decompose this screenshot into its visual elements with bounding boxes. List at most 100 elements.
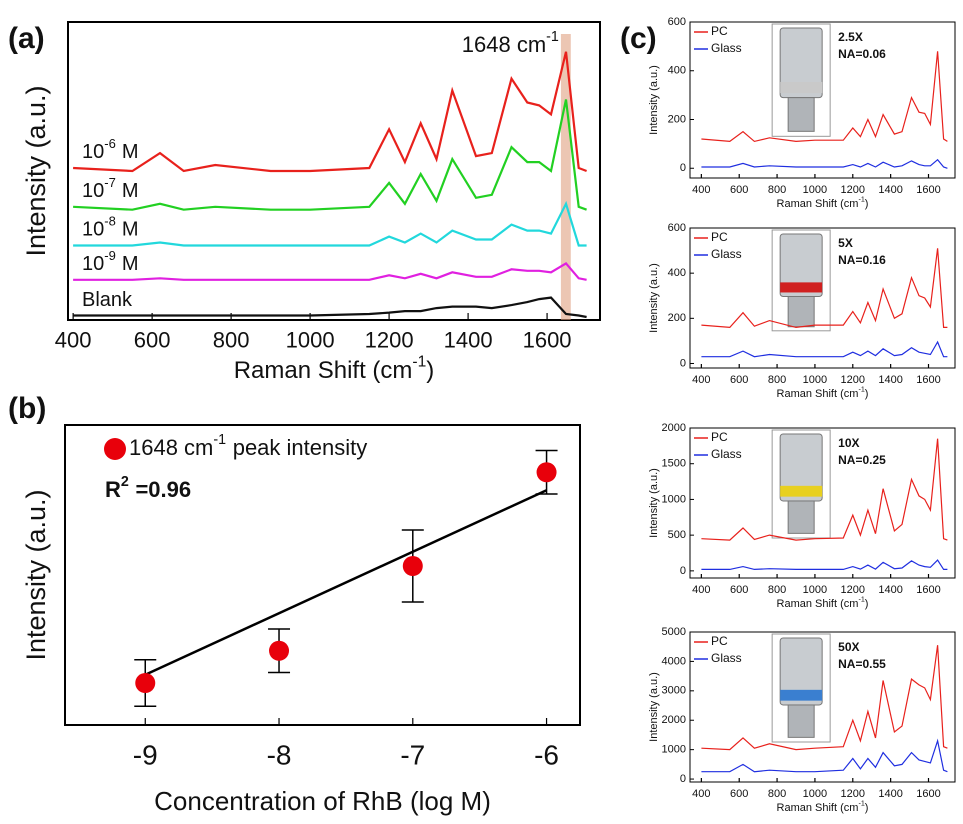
x-tick-label: 1200 <box>365 328 414 353</box>
x-axis-label: Raman Shift (cm-1) <box>777 195 869 209</box>
x-tick-label: 1400 <box>878 584 902 596</box>
series-label-part: 10 <box>82 253 104 275</box>
x-tick-label: 1000 <box>803 184 827 196</box>
x-axis-label-part: Raman Shift (cm <box>777 198 859 210</box>
x-tick-label: 400 <box>692 184 710 196</box>
objective-na: NA=0.25 <box>838 453 886 467</box>
peak-annotation-part: 1648 cm <box>462 32 546 57</box>
x-axis-label-part: -1 <box>858 799 864 807</box>
x-tick-label: 1000 <box>286 328 335 353</box>
series-label: Blank <box>82 289 133 311</box>
x-tick-label: 1200 <box>841 184 865 196</box>
x-axis-label-part: Raman Shift (cm <box>777 598 859 610</box>
series-label-part: M <box>122 253 139 275</box>
lens-band <box>780 485 823 497</box>
x-tick-label: 1600 <box>916 184 940 196</box>
x-tick-label: 1400 <box>878 184 902 196</box>
y-tick-label: 0 <box>680 565 686 577</box>
x-tick-label: 800 <box>768 584 786 596</box>
legend-label: Glass <box>711 247 742 261</box>
spectrum-line <box>701 738 948 773</box>
spectrum-line <box>73 99 587 211</box>
x-tick-label: 1400 <box>444 328 493 353</box>
plot-frame <box>64 424 581 726</box>
y-tick-label: 600 <box>668 222 686 234</box>
plot-frame <box>689 427 956 579</box>
objective-lens-icon <box>771 229 831 332</box>
x-tick-label: 600 <box>730 184 748 196</box>
x-axis-label-part: Raman Shift (cm <box>777 802 859 814</box>
x-tick-label: 600 <box>730 788 748 800</box>
spectrum-line <box>701 438 948 541</box>
plot-frame <box>689 227 956 369</box>
x-tick-label: 1000 <box>803 584 827 596</box>
legend-label: PC <box>711 430 728 444</box>
r-squared-part: 2 <box>121 474 129 490</box>
objective-mag: 5X <box>838 236 853 250</box>
lens-band <box>780 689 823 701</box>
legend-label-part: 1648 cm <box>129 435 213 460</box>
x-tick-label: 400 <box>692 788 710 800</box>
y-axis-label: Intensity (a.u.) <box>648 468 660 538</box>
x-axis-label-part: ) <box>865 598 869 610</box>
series-label-part: M <box>122 141 139 163</box>
x-axis-label-part: ) <box>865 802 869 814</box>
x-axis-label: Raman Shift (cm-1) <box>234 354 435 385</box>
spectrum-line <box>701 51 948 143</box>
legend-marker <box>104 438 126 460</box>
spectrum-line <box>701 158 948 169</box>
legend-label-part: peak intensity <box>233 435 368 460</box>
x-axis-label: Raman Shift (cm-1) <box>777 385 869 399</box>
x-tick-label: 800 <box>768 184 786 196</box>
objective-na: NA=0.06 <box>838 47 886 61</box>
x-tick-label: 800 <box>213 328 250 353</box>
objective-mag: 10X <box>838 436 859 450</box>
x-axis-label-part: Raman Shift (cm <box>234 357 413 384</box>
lens-tip <box>787 295 815 328</box>
spectrum-line <box>701 248 948 329</box>
x-tick-label: 1000 <box>803 374 827 386</box>
x-axis-label-part: ) <box>865 198 869 210</box>
x-tick-label: -9 <box>133 739 158 770</box>
panel-label: (a) <box>8 22 45 55</box>
series-label-part: -8 <box>104 214 116 229</box>
series-label-part: 10 <box>82 180 104 202</box>
x-axis-label-part: -1 <box>858 195 864 203</box>
x-tick-label: 1000 <box>803 788 827 800</box>
x-tick-label: 1200 <box>841 788 865 800</box>
y-tick-label: 400 <box>668 267 686 279</box>
data-point <box>135 673 156 693</box>
fit-line <box>144 489 548 676</box>
lens-band <box>780 282 823 293</box>
objective-mag: 2.5X <box>838 30 863 44</box>
y-tick-label: 0 <box>680 162 686 174</box>
x-tick-label: -6 <box>534 739 559 770</box>
spectrum-line <box>701 559 948 571</box>
x-tick-label: 600 <box>730 374 748 386</box>
series-label: 10-7 M <box>82 175 138 202</box>
series-label-part: -9 <box>104 248 116 263</box>
spectrum-line <box>73 261 587 281</box>
lens-band <box>780 81 823 94</box>
y-tick-label: 1500 <box>662 458 686 470</box>
x-tick-label: 1400 <box>878 374 902 386</box>
y-tick-label: 500 <box>668 529 686 541</box>
y-axis-label: Intensity (a.u.) <box>648 263 660 333</box>
x-axis-label: Raman Shift (cm-1) <box>777 595 869 609</box>
y-axis-label: Intensity (a.u.) <box>21 85 51 256</box>
y-axis-label: Intensity (a.u.) <box>648 672 660 742</box>
highlight-band <box>560 34 571 320</box>
y-axis-label: Intensity (a.u.) <box>648 65 660 135</box>
series-label-part: M <box>122 219 139 241</box>
y-tick-label: 0 <box>680 773 686 785</box>
x-axis-label: Concentration of RhB (log M) <box>154 786 491 816</box>
legend-label: Glass <box>711 41 742 55</box>
series-label: 10-6 M <box>82 136 138 163</box>
x-tick-label: 600 <box>134 328 171 353</box>
x-axis-label: Raman Shift (cm-1) <box>777 799 869 813</box>
x-axis-label-part: -1 <box>858 385 864 393</box>
x-tick-label: 1600 <box>523 328 572 353</box>
x-tick-label: 1600 <box>916 584 940 596</box>
objective-na: NA=0.16 <box>838 253 886 267</box>
x-tick-label: 1200 <box>841 374 865 386</box>
